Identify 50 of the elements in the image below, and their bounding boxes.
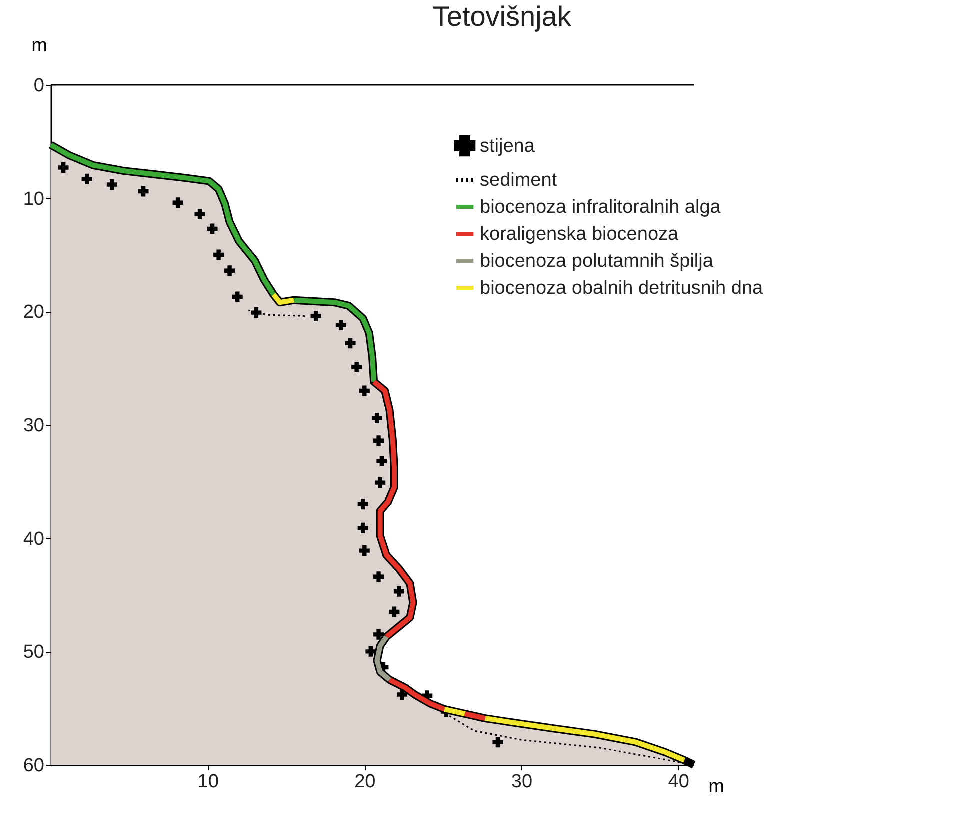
chart-title: Tetovišnjak [432,1,572,32]
point [194,208,206,220]
point [389,606,400,618]
point [358,499,368,510]
point [492,737,504,748]
legend-label: biocenoza obalnih detritusnih dna [480,278,764,299]
point [214,250,224,260]
point [372,412,382,424]
point [374,572,384,582]
point [138,186,149,197]
point [82,174,92,184]
x-tick-label: 40 [668,772,690,792]
y-axis-title: m [32,36,48,56]
point [394,586,404,597]
point [310,310,322,322]
point [375,478,386,488]
x-axis-title: m [708,776,724,798]
legend-label: sediment [480,170,558,191]
y-tick-label: 40 [23,528,44,550]
point [366,646,376,657]
point [345,338,356,349]
point [374,436,384,446]
legend-label: stijena [480,136,536,157]
point [232,292,243,302]
y-tick-label: 10 [23,188,44,210]
point [376,456,388,467]
legend-label: biocenoza infralitoralnih alga [480,197,722,218]
point [207,224,218,234]
point [106,179,118,190]
point [251,308,262,318]
y-tick-label: 50 [23,642,44,664]
y-tick-label: 60 [23,756,44,776]
x-tick-label: 10 [198,772,219,792]
y-tick-label: 30 [23,416,44,436]
point [172,198,184,208]
point [359,386,370,396]
x-tick-label: 20 [354,772,376,792]
y-tick-label: 20 [23,302,44,324]
x-tick-label: 30 [511,772,533,792]
point [359,546,370,556]
point [224,266,236,276]
point [352,362,362,372]
point [358,522,368,534]
y-tick-label: 0 [34,76,44,96]
point [58,162,69,173]
point [336,320,346,331]
legend-label: biocenoza polutamnih špilja [480,251,714,272]
point [397,689,408,700]
point [374,629,384,640]
legend-label: koraligenska biocenoza [480,224,680,245]
